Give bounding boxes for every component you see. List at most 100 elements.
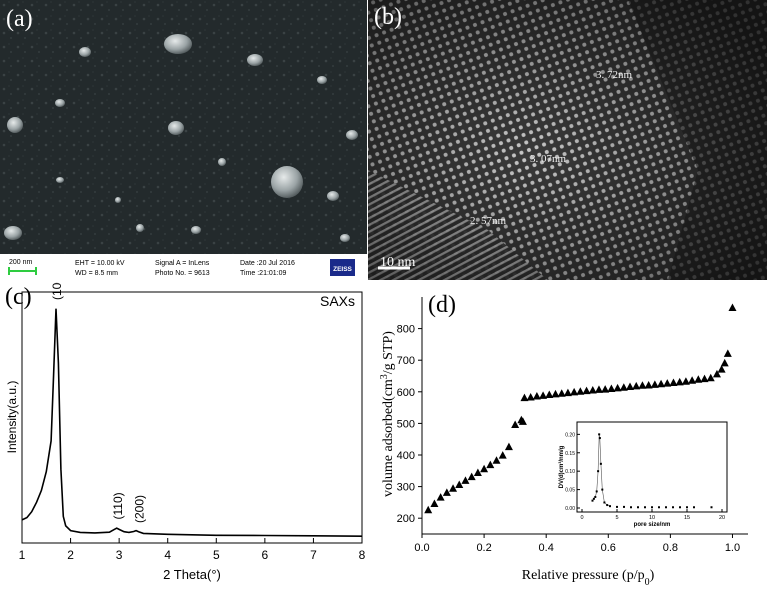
isotherm-point [455,480,464,489]
isotherm-point [518,417,527,425]
isotherm-point [626,382,635,391]
inset-x-tick-label: 10 [649,515,655,521]
isotherm-y-tick-label: 700 [397,355,415,367]
isotherm-y-tick-label: 500 [397,418,415,430]
inset-y-tick-label: 0.20 [565,432,575,438]
sem-time: Time :21:01:09 [240,270,287,277]
isotherm-point [650,380,659,388]
isotherm-x-tick-label: 0.0 [414,542,429,554]
sem-image: 200 nm EHT = 10.00 kV WD = 8.5 mm Signal… [0,0,367,280]
saxs-peak-label: (200) [133,495,147,523]
inset-point [651,506,653,509]
isotherm-x-axis-label: Relative pressure (p/p0) [522,568,655,588]
isotherm-point [467,472,476,481]
isotherm-point [728,303,737,312]
isotherm-point [526,392,535,401]
inset-point [598,433,601,436]
inset-point [672,506,674,509]
saxs-x-tick-label: 1 [19,548,26,562]
isotherm-point [551,389,560,398]
isotherm-point [663,379,672,387]
sem-eht: EHT = 10.00 kV [75,260,125,267]
sem-scale-label: 200 nm [9,259,33,266]
isotherm-point [712,369,721,378]
isotherm-point [430,499,439,507]
saxs-title: SAXs [320,293,355,309]
isotherm-point [449,484,458,492]
sem-image-panel: 200 nm EHT = 10.00 kV WD = 8.5 mm Signal… [0,0,367,280]
saxs-peak-label: (110) [111,492,125,519]
isotherm-x-tick-label: 0.4 [539,542,554,554]
inset-point [679,506,681,509]
isotherm-x-tick-label: 0.6 [601,542,616,554]
isotherm-point [588,386,597,394]
isotherm-x-tick-label: 0.8 [663,542,678,554]
tem-spacing-label-1: 3. 72nm [596,69,633,81]
inset-point [616,505,618,508]
isotherm-point [570,387,579,396]
isotherm-x-tick-label: 1.0 [725,542,740,554]
saxs-x-tick-label: 6 [262,548,269,562]
tem-image: 3. 72nm 3. 07nm 2. 57nm 10 nm [368,0,767,280]
saxs-x-tick-label: 5 [213,548,220,562]
isotherm-point [607,384,616,392]
sem-particles [4,34,358,242]
saxs-peak-label: (100) [50,282,64,300]
saxs-chart-panel: 1 2 3 4 5 6 7 8 (100) (110) (200) SAXs 2 Theta(°)… [0,282,370,589]
zeiss-logo-text: ZEISS [333,266,352,273]
isotherm-point [638,381,647,389]
isotherm-point [424,505,433,514]
inset-point [598,437,601,440]
isotherm-point [681,377,690,385]
isotherm-y-tick-label: 800 [397,324,415,336]
isotherm-point [675,377,684,386]
inset-x-tick-label: 0 [580,515,583,521]
isotherm-point [720,358,729,367]
saxs-x-tick-label: 3 [116,548,123,562]
isotherm-point [511,420,520,428]
saxs-chart: 1 2 3 4 5 6 7 8 (100) (110) (200) SAXs 2 Theta(°)… [5,282,366,582]
saxs-x-tick-label: 4 [164,548,171,562]
saxs-y-axis-label: Intensity(a.u.) [5,381,19,454]
panel-c-letter: (c) [5,284,32,310]
sem-info-bar [0,254,367,280]
isotherm-point [576,387,585,395]
isotherm-point [480,464,489,473]
inset-point [594,495,597,498]
isotherm-point [644,380,653,389]
tem-spacing-label-2: 3. 07nm [530,153,567,165]
isotherm-point [700,374,709,383]
isotherm-point [669,378,678,386]
isotherm-point [601,385,610,393]
inset-point [595,490,598,493]
isotherm-point [657,379,666,388]
saxs-x-tick-label: 7 [310,548,317,562]
pore-size-inset-axes: 0 5 10 15 20 0.00 0.05 0.10 0.15 0.20 [565,432,725,521]
isotherm-point [594,385,603,393]
isotherm-point [486,460,495,469]
isotherm-point [539,391,548,399]
isotherm-y-axis-label: volume adsorbed(cm3/g STP) [379,331,397,497]
inset-point [623,505,625,508]
isotherm-point [563,388,572,397]
sem-photo-no: Photo No. = 9613 [155,270,210,277]
tem-scale-label: 10 nm [380,255,416,270]
isotherm-point [613,383,622,392]
inset-point [609,505,611,508]
inset-point [686,506,688,509]
panel-d-letter: (d) [428,292,456,318]
sem-wd: WD = 8.5 mm [75,270,118,277]
isotherm-x-tick-label: 0.2 [476,542,491,554]
isotherm-point [442,488,451,496]
isotherm-y-tick-label: 200 [397,513,415,525]
isotherm-point [532,392,541,400]
inset-point [630,506,632,509]
saxs-x-tick-label: 8 [359,548,366,562]
isotherm-point [706,373,715,382]
inset-point [693,506,695,509]
inset-point [601,488,604,491]
inset-point [597,470,600,473]
inset-point [599,462,602,465]
tem-image-panel: 3. 72nm 3. 07nm 2. 57nm 10 nm (b) [368,0,767,280]
saxs-curve [21,308,363,537]
